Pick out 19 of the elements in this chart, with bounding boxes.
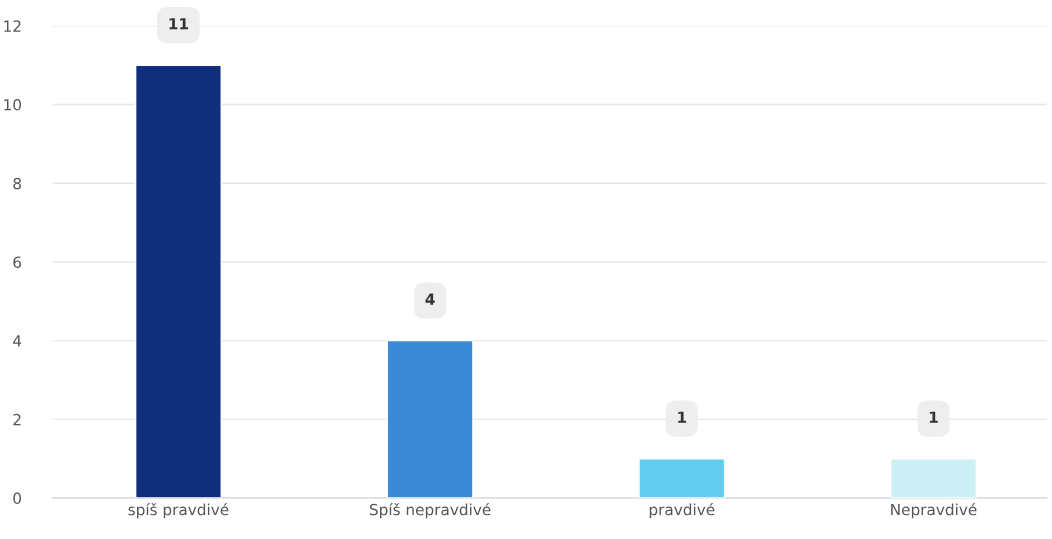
x-tick-label: pravdivé <box>649 502 715 519</box>
x-tick-label: spíš pravdivé <box>128 502 229 519</box>
y-tick-label: 6 <box>13 256 22 268</box>
y-tick-label: 0 <box>13 492 22 505</box>
y-tick-label: 8 <box>13 177 21 190</box>
bar <box>638 457 726 499</box>
y-tick-label: 10 <box>4 99 22 111</box>
x-tick-label: Nepravdivé <box>891 502 977 519</box>
data-label: 1 <box>929 411 938 423</box>
data-label: 11 <box>169 18 189 30</box>
bar <box>134 64 222 499</box>
data-label: 4 <box>425 293 435 305</box>
y-tick-label: 4 <box>13 335 22 347</box>
bar <box>890 457 977 499</box>
x-tick-label: Spíš nepravdivé <box>369 502 491 519</box>
y-tick-label: 12 <box>4 20 21 32</box>
bar <box>386 339 474 499</box>
y-tick-label: 2 <box>13 413 21 426</box>
data-label: 1 <box>678 411 687 423</box>
